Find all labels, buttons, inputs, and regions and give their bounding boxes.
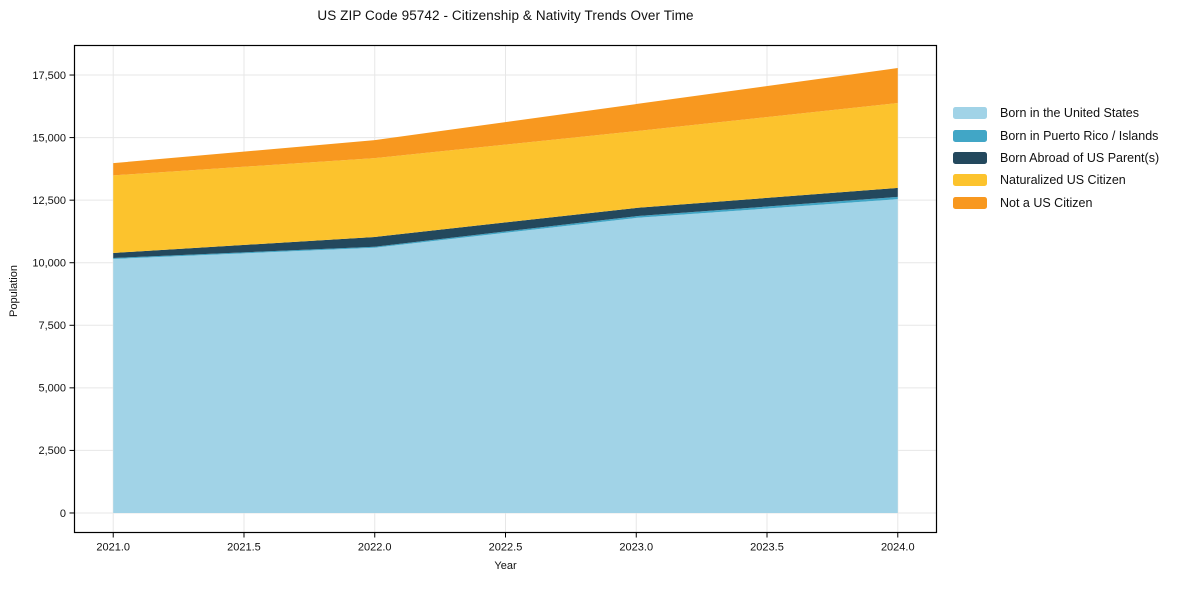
x-tick-label: 2022.5 [489,542,523,554]
area-series-0 [113,199,898,513]
y-tick-label: 12,500 [32,195,66,207]
legend-item: Born in Puerto Rico / Islands [953,124,1159,146]
legend-label: Born Abroad of US Parent(s) [1000,150,1160,165]
area-series-3 [113,103,898,253]
legend-swatch-not-citizen [953,196,987,209]
legend-label: Not a US Citizen [1000,195,1093,210]
x-tick-label: 2024.0 [881,542,915,554]
legend-swatch-naturalized [953,174,987,187]
legend-swatch-puerto-rico [953,129,987,142]
legend-label: Born in the United States [1000,106,1139,121]
y-tick-label: 0 [60,508,66,520]
legend-item: Not a US Citizen [953,192,1159,214]
y-tick-label: 17,500 [32,70,66,82]
y-tick-label: 10,000 [32,258,66,270]
area-series-1 [113,196,898,259]
area-series-4 [113,68,898,176]
legend-item: Born in the United States [953,102,1159,124]
legend-label: Born in Puerto Rico / Islands [1000,128,1159,143]
x-tick-label: 2021.0 [96,542,130,554]
x-axis-label: Year [494,560,517,572]
plot-border [73,44,938,534]
legend-item: Born Abroad of US Parent(s) [953,147,1159,169]
y-axis-label: Population [8,265,20,317]
legend-item: Naturalized US Citizen [953,169,1159,191]
x-tick-label: 2022.0 [358,542,392,554]
x-tick-label: 2023.5 [750,542,784,554]
y-tick-label: 15,000 [32,132,66,144]
legend-label: Naturalized US Citizen [1000,173,1126,188]
y-tick-label: 2,500 [38,445,66,457]
y-tick-label: 7,500 [38,320,66,332]
legend: Born in the United States Born in Puerto… [953,102,1159,214]
x-tick-label: 2023.0 [619,542,653,554]
area-series-2 [113,187,898,258]
y-tick-label: 5,000 [38,383,66,395]
x-tick-label: 2021.5 [227,542,261,554]
legend-swatch-born-abroad [953,151,987,164]
legend-swatch-born-us [953,107,987,120]
chart-title: US ZIP Code 95742 - Citizenship & Nativi… [317,8,694,23]
